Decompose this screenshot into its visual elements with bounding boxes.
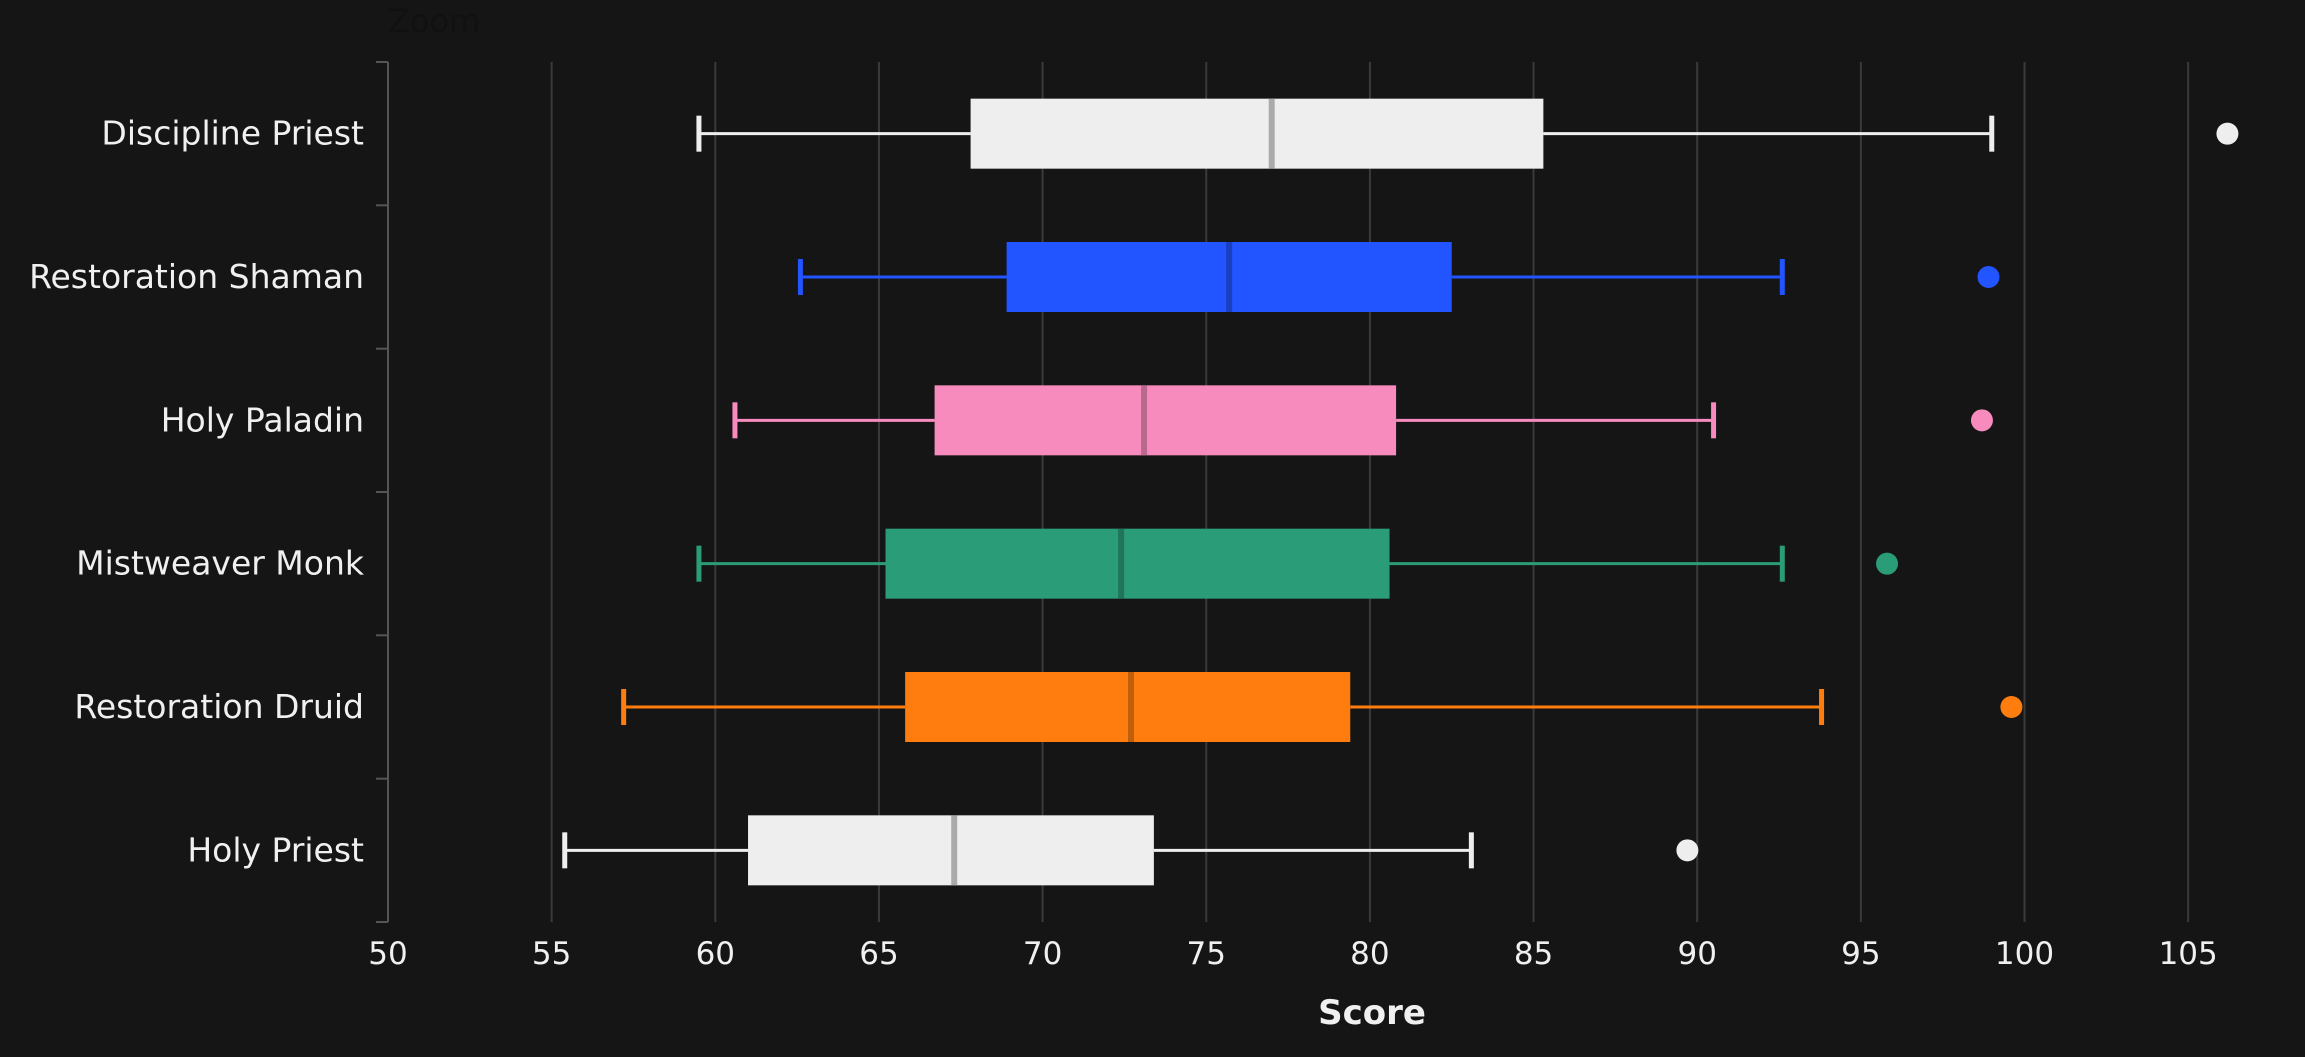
x-tick-label-50: 50 [368,936,407,972]
y-tick-label-holy-paladin: Holy Paladin [161,400,364,439]
outlier-holy-paladin-0 [1970,409,1993,432]
box-restoration-shaman: Restoration Shaman [29,242,2000,312]
outlier-mistweaver-monk-0 [1876,552,1899,575]
y-tick-label-discipline-priest: Discipline Priest [101,114,364,153]
outlier-restoration-shaman-0 [1977,266,2000,288]
zoom-button[interactable]: Zoom [388,2,481,40]
x-tick-label-100: 100 [1995,936,2054,972]
x-tick-label-75: 75 [1187,936,1226,972]
y-tick-label-restoration-druid: Restoration Druid [74,687,364,726]
x-tick-label-95: 95 [1841,936,1880,972]
box-series: Discipline Priest Restoration Shaman Holy … [29,98,2239,886]
iqr-box-discipline-priest [970,98,1544,169]
y-tick-label-holy-priest: Holy Priest [187,830,364,869]
x-tick-label-105: 105 [2159,936,2218,972]
x-tick-label-80: 80 [1350,936,1389,972]
x-tick-label-85: 85 [1514,936,1553,972]
outlier-holy-priest-0 [1676,839,1699,862]
y-tick-label-mistweaver-monk: Mistweaver Monk [76,544,365,583]
box-restoration-druid: Restoration Druid [74,672,2023,742]
iqr-box-holy-priest [748,815,1154,886]
outlier-restoration-druid-0 [2000,696,2023,718]
x-tick-label-55: 55 [532,936,571,972]
grid-lines [550,62,2190,922]
box-holy-priest: Holy Priest [187,815,1699,886]
x-tick-label-90: 90 [1677,936,1716,972]
box-mistweaver-monk: Mistweaver Monk [76,528,1899,599]
box-discipline-priest: Discipline Priest [101,98,2239,169]
x-tick-label-60: 60 [696,936,735,972]
x-tick-label-70: 70 [1023,936,1062,972]
x-tick-label-65: 65 [859,936,898,972]
iqr-box-mistweaver-monk [885,528,1390,599]
box-holy-paladin: Holy Paladin [161,385,1993,456]
x-axis-ticks: 50 55 60 65 70 75 80 85 90 95 100 105 [368,936,2217,972]
y-axis [376,61,389,923]
iqr-box-holy-paladin [934,385,1397,456]
iqr-box-restoration-druid [905,672,1351,742]
outlier-discipline-priest-0 [2216,122,2239,145]
y-tick-label-restoration-shaman: Restoration Shaman [29,257,364,296]
x-axis-label: Score [1318,993,1426,1033]
